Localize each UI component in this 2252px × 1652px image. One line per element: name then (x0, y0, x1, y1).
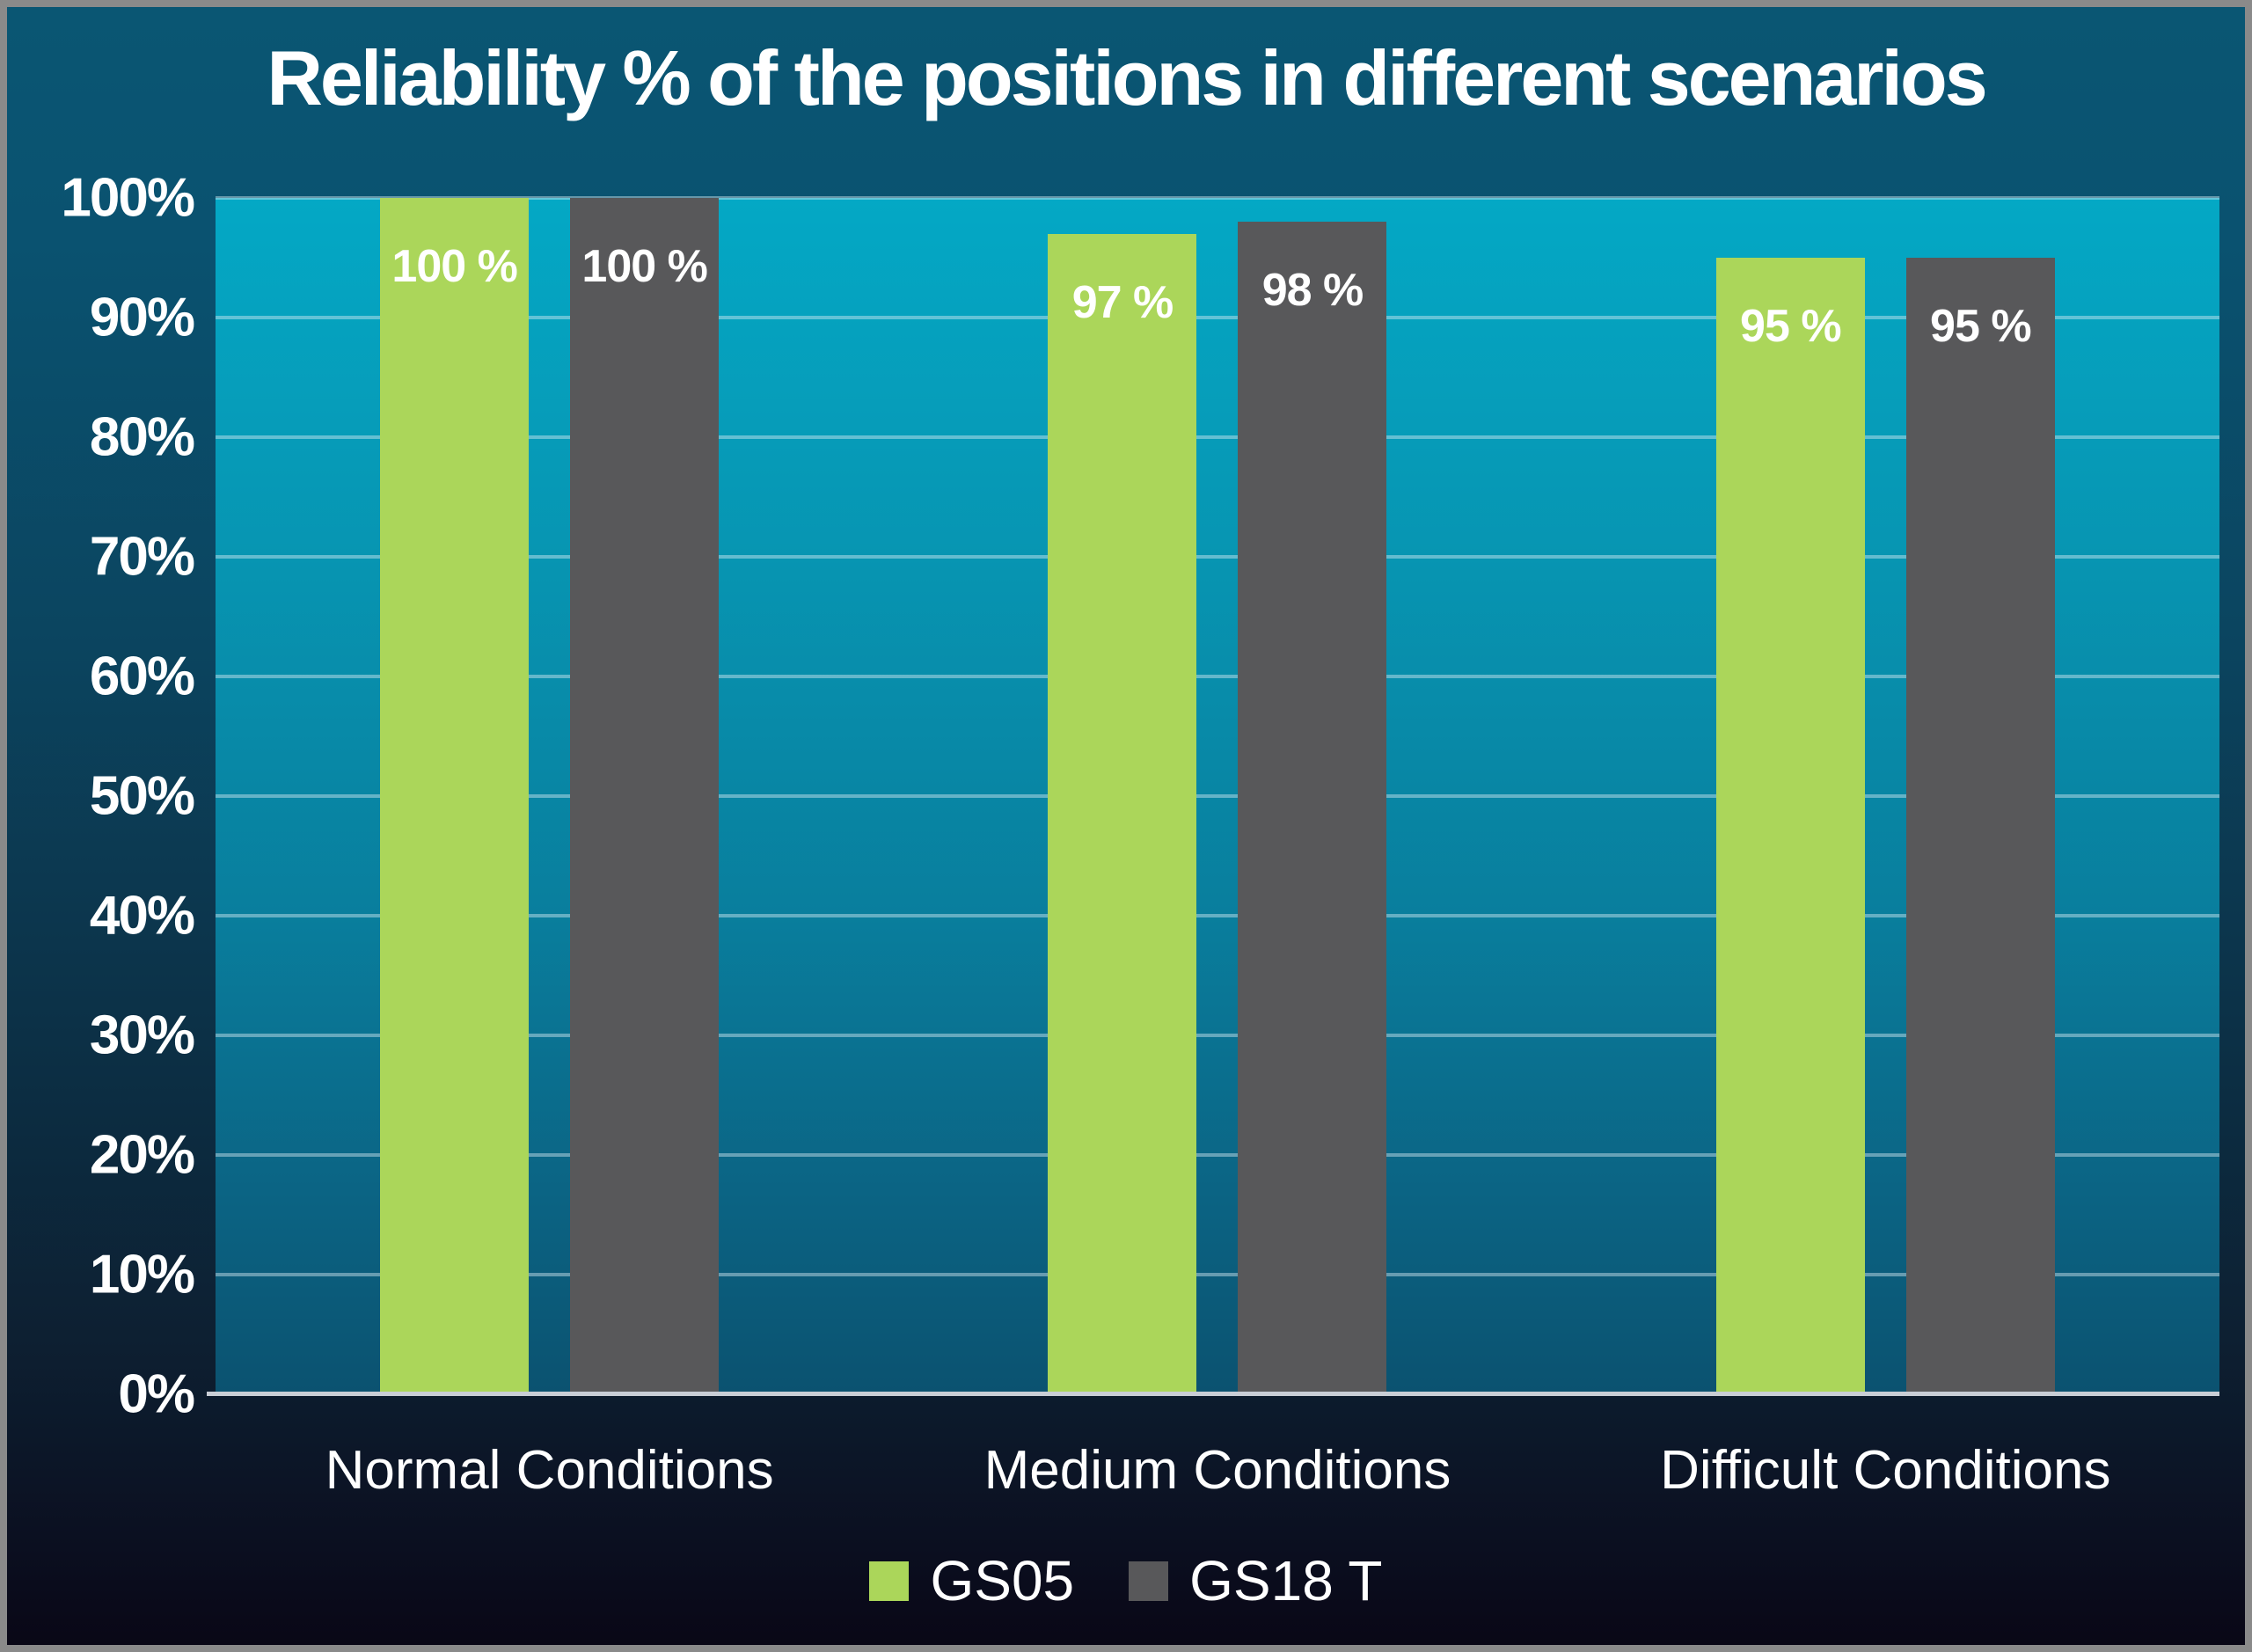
bar-value-label: 98 % (1261, 265, 1364, 317)
plot-area: 100 % 100 % 97 % 98 % 95 % 95 % (207, 196, 2219, 1396)
y-tick-label: 50% (89, 765, 195, 827)
bar-value-label: 95 % (1930, 301, 2032, 352)
y-axis: 0% 10% 20% 30% 40% 50% 60% 70% 80% 90% 100% (7, 168, 195, 1425)
bar-gs05: 95 % (1715, 258, 1865, 1394)
bar-gs18t: 95 % (1905, 258, 2055, 1394)
bar-gs05: 100 % (380, 198, 530, 1394)
gridline (216, 1153, 2219, 1157)
bar-group: 97 % 98 % (883, 198, 1551, 1394)
legend-item: GS18 T (1129, 1548, 1383, 1613)
bar-value-label: 100 % (581, 241, 707, 292)
gridline (216, 1273, 2219, 1276)
y-tick-label: 80% (89, 406, 195, 468)
y-tick-label: 100% (61, 167, 195, 229)
gridline (216, 555, 2219, 559)
gridline (216, 196, 2219, 200)
bar-groups: 100 % 100 % 97 % 98 % 95 % 95 % (216, 198, 2219, 1394)
bar-group: 95 % 95 % (1552, 198, 2219, 1394)
legend-swatch (869, 1561, 910, 1601)
y-tick-label: 40% (89, 885, 195, 947)
x-category-label: Normal Conditions (325, 1440, 774, 1501)
y-tick-label: 0% (118, 1363, 195, 1425)
y-tick-label: 10% (89, 1244, 195, 1305)
bar-value-label: 97 % (1071, 276, 1174, 328)
bar-value-label: 95 % (1740, 301, 1842, 352)
y-tick-label: 60% (89, 646, 195, 707)
legend-swatch (1129, 1561, 1169, 1601)
gridline (216, 316, 2219, 319)
legend-item: GS05 (869, 1548, 1074, 1613)
chart-title: Reliability % of the positions in differ… (267, 34, 1987, 121)
bar-group: 100 % 100 % (216, 198, 883, 1394)
gridline (216, 1034, 2219, 1037)
bar-gs18t: 100 % (570, 198, 720, 1394)
y-tick-label: 90% (89, 287, 195, 348)
gridline (216, 675, 2219, 678)
slide-background: Reliability % of the positions in differ… (7, 7, 2245, 1645)
bar-gs05: 97 % (1048, 233, 1197, 1394)
gridline (216, 914, 2219, 917)
y-tick-label: 20% (89, 1124, 195, 1186)
y-tick-label: 70% (89, 526, 195, 588)
legend: GS05 GS18 T (7, 1548, 2245, 1613)
gridline (216, 435, 2219, 439)
x-category-label: Difficult Conditions (1660, 1440, 2111, 1501)
y-tick-label: 30% (89, 1005, 195, 1066)
x-axis-line (207, 1392, 2219, 1396)
gridline (216, 794, 2219, 798)
bar-gs18t: 98 % (1238, 222, 1387, 1394)
bar-value-label: 100 % (391, 241, 517, 292)
legend-label: GS05 (930, 1549, 1075, 1612)
x-axis-labels: Normal Conditions Medium Conditions Diffic… (216, 1439, 2219, 1502)
x-category-label: Medium Conditions (983, 1440, 1451, 1501)
legend-label: GS18 T (1189, 1549, 1383, 1612)
